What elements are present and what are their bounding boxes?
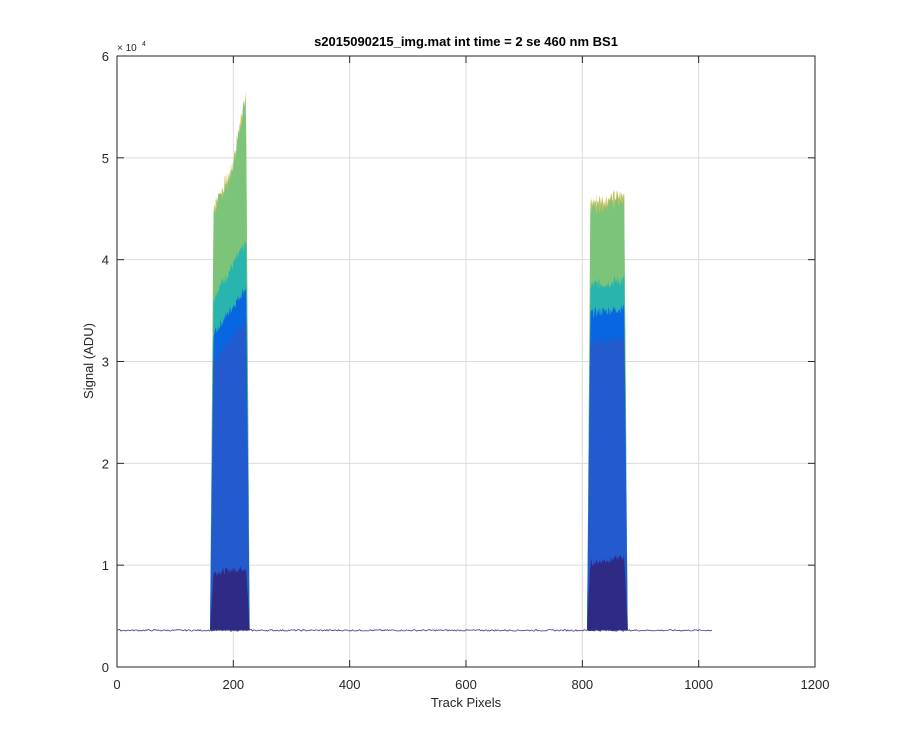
x-axis-label: Track Pixels (431, 695, 502, 710)
peak-layer-dark (210, 565, 250, 631)
x-tick-label: 600 (455, 677, 477, 692)
baseline-trace (117, 629, 713, 632)
y-axis-label: Signal (ADU) (81, 323, 96, 399)
peak-layer-dark (586, 554, 628, 631)
x-axis: 0 200 400 600 800 1000 1200 (113, 56, 829, 692)
x-tick-label: 200 (222, 677, 244, 692)
peaks (210, 90, 628, 631)
y-exponent-base: × 10 (117, 43, 137, 54)
peak-layer-mid (210, 318, 250, 631)
baseline (117, 629, 713, 632)
y-tick-label: 1 (102, 558, 109, 573)
peak-2 (586, 189, 628, 631)
y-tick-label: 0 (102, 660, 109, 675)
x-tick-label: 800 (571, 677, 593, 692)
y-axis: 0 1 2 3 4 5 6 (102, 49, 815, 675)
x-tick-label: 1200 (801, 677, 830, 692)
peak-layer-mid (586, 335, 628, 631)
chart-title: s2015090215_img.mat int time = 2 se 460 … (314, 34, 618, 49)
y-tick-label: 6 (102, 49, 109, 64)
y-tick-label: 2 (102, 456, 109, 471)
x-tick-label: 1000 (684, 677, 713, 692)
y-tick-label: 5 (102, 151, 109, 166)
x-tick-label: 400 (339, 677, 361, 692)
x-tick-label: 0 (113, 677, 120, 692)
peak-1 (210, 90, 250, 631)
y-tick-label: 3 (102, 355, 109, 370)
y-exponent-power: 4 (142, 41, 146, 48)
y-tick-label: 4 (102, 253, 109, 268)
